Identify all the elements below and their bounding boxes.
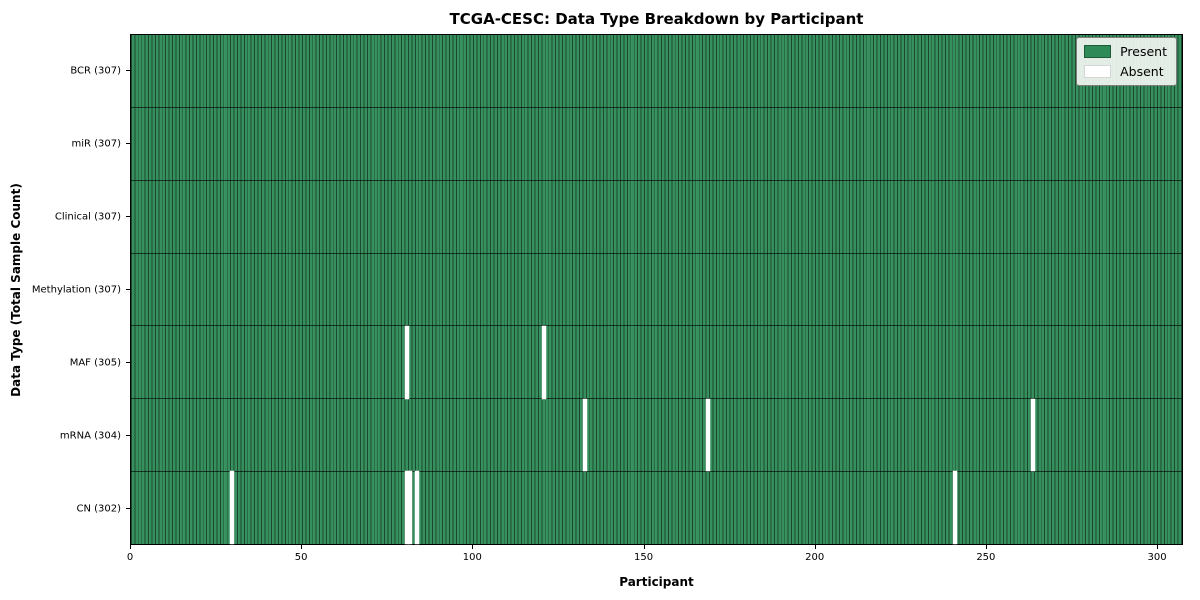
heatmap-row	[131, 35, 1182, 108]
y-tick-mark	[126, 216, 130, 217]
plot-area: Present Absent	[130, 34, 1183, 545]
absent-bar	[541, 325, 546, 399]
x-tick-mark	[130, 545, 131, 549]
legend-label-absent: Absent	[1120, 64, 1164, 79]
x-tick-label: 100	[462, 552, 482, 563]
x-tick-mark	[301, 545, 303, 549]
y-tick-label: MAF (305)	[69, 357, 121, 368]
absent-bar	[404, 325, 409, 399]
absent-swatch-icon	[1084, 65, 1112, 78]
x-tick-label: 300	[1147, 552, 1167, 563]
absent-bar	[1031, 398, 1036, 472]
x-tick-label: 250	[976, 552, 996, 563]
absent-bar	[952, 471, 957, 544]
heatmap-row	[131, 181, 1182, 254]
x-tick-mark	[985, 545, 987, 549]
x-tick-label: 200	[805, 552, 825, 563]
present-swatch-icon	[1084, 45, 1112, 58]
y-tick-mark	[126, 69, 130, 71]
y-tick-label: BCR (307)	[70, 65, 121, 76]
y-tick-mark	[126, 143, 130, 144]
absent-bar	[230, 471, 235, 544]
heatmap-row	[131, 254, 1182, 327]
legend: Present Absent	[1076, 37, 1177, 86]
y-tick-label: Methylation (307)	[31, 284, 121, 295]
legend-item-present: Present	[1084, 44, 1167, 59]
absent-bars-layer	[131, 35, 1182, 544]
absent-bar	[408, 471, 413, 544]
absent-bar	[706, 398, 711, 472]
x-tick-mark	[814, 545, 816, 549]
x-tick-mark	[472, 545, 474, 549]
legend-label-present: Present	[1120, 44, 1167, 59]
x-tick-label: 150	[633, 552, 654, 563]
x-axis-ticks: 0 50 100 150 200 250 300	[126, 545, 1183, 571]
chart-title: TCGA-CESC: Data Type Breakdown by Partic…	[449, 10, 864, 28]
absent-bar	[582, 398, 587, 472]
y-tick-label: CN (302)	[76, 503, 121, 514]
absent-bar	[415, 471, 420, 544]
y-tick-mark	[126, 289, 130, 290]
legend-item-absent: Absent	[1084, 64, 1167, 79]
heatmap-row	[131, 108, 1182, 181]
y-axis-ticks: BCR (307) miR (307) Clinical (307) Methylat…	[0, 34, 130, 545]
x-tick-mark	[643, 545, 645, 549]
heatmap-row	[131, 326, 1182, 400]
x-tick-label: 50	[294, 552, 308, 563]
y-tick-mark	[126, 435, 130, 436]
y-tick-mark	[126, 362, 130, 363]
y-tick-label: mRNA (304)	[59, 430, 121, 441]
x-axis-label: Participant	[619, 575, 694, 589]
heatmap-row	[131, 399, 1182, 473]
x-tick-mark	[1157, 545, 1159, 549]
absent-bar	[404, 471, 409, 544]
y-tick-label: miR (307)	[71, 138, 121, 149]
heatmap-rows	[131, 35, 1182, 544]
y-tick-mark	[126, 508, 130, 509]
y-tick-label: Clinical (307)	[54, 211, 121, 222]
x-tick-label: 0	[126, 552, 134, 563]
